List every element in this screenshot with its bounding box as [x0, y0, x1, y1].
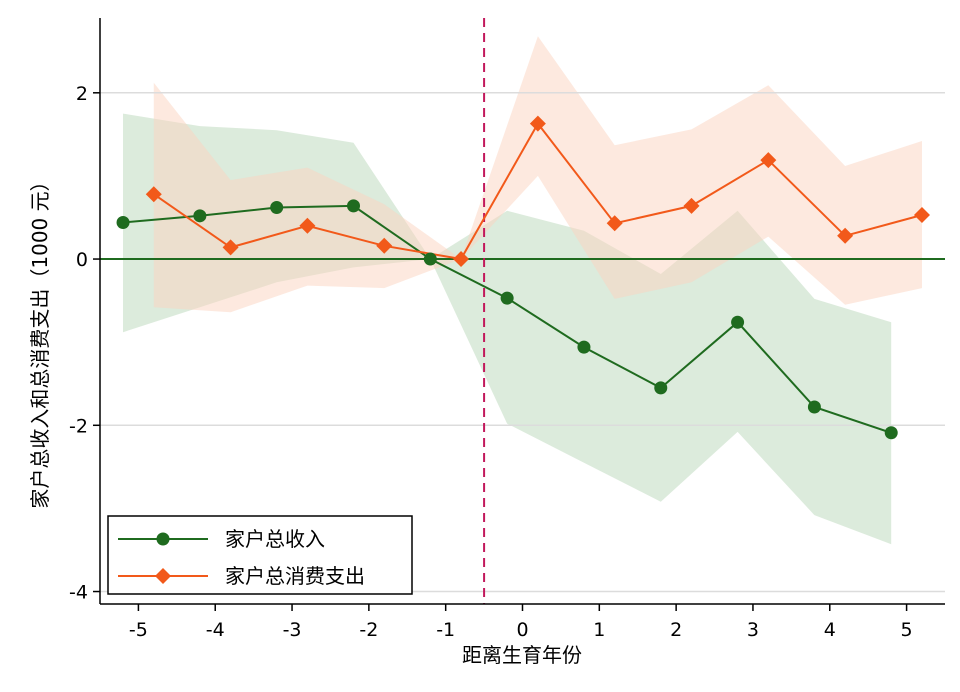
y-tick-label: -4: [69, 582, 88, 604]
x-tick-label: -5: [129, 619, 148, 641]
point-income: [577, 340, 591, 354]
series-markers: [116, 115, 930, 440]
x-tick-label: -2: [359, 619, 378, 641]
x-tick-label: 1: [593, 619, 605, 641]
x-tick-label: 5: [901, 619, 913, 641]
point-consumption: [529, 115, 546, 132]
legend-label-consumption: 家户总消费支出: [225, 564, 365, 588]
x-tick-label: 2: [670, 619, 682, 641]
point-consumption: [683, 197, 700, 214]
reference-lines: [100, 18, 945, 604]
x-tick-label: 4: [824, 619, 836, 641]
point-consumption: [606, 215, 623, 232]
point-income: [654, 381, 668, 395]
point-income: [347, 199, 360, 213]
point-consumption: [760, 152, 777, 169]
point-consumption: [913, 206, 930, 223]
x-tick-label: 3: [747, 619, 759, 641]
confidence-bands: [123, 36, 923, 545]
point-income: [423, 252, 437, 266]
x-tick-label: 0: [516, 619, 528, 641]
x-axis-title: 距离生育年份: [462, 643, 582, 667]
legend-marker-consumption: [155, 568, 171, 584]
y-tick-label: 0: [76, 249, 88, 271]
y-axis-title: 家户总收入和总消费支出（1000 元）: [28, 171, 52, 508]
point-income: [807, 400, 821, 414]
tick-marks-and-labels: -5 -4 -3 -2 -1 0 1 2 3 4 5 -4 -2 0 2: [69, 83, 913, 641]
confidence-band-1: [153, 36, 923, 313]
point-consumption: [376, 237, 393, 254]
point-income: [116, 215, 130, 229]
y-tick-label: 2: [76, 83, 88, 105]
point-consumption: [222, 239, 239, 256]
legend-label-income: 家户总收入: [225, 527, 325, 551]
point-income: [731, 315, 745, 329]
point-consumption: [453, 251, 470, 268]
legend-box: [107, 515, 413, 595]
x-tick-label: -3: [283, 619, 302, 641]
point-income: [193, 209, 207, 223]
y-tick-label: -2: [69, 415, 88, 437]
point-consumption: [837, 227, 854, 244]
point-income: [270, 201, 284, 215]
legend: 家户总收入 家户总消费支出: [107, 515, 413, 595]
legend-marker-income: [156, 532, 170, 546]
x-tick-label: -4: [206, 619, 225, 641]
point-consumption: [145, 186, 162, 203]
point-income: [884, 426, 898, 440]
x-tick-label: -1: [436, 619, 455, 641]
point-income: [500, 291, 514, 305]
point-consumption: [299, 217, 316, 234]
